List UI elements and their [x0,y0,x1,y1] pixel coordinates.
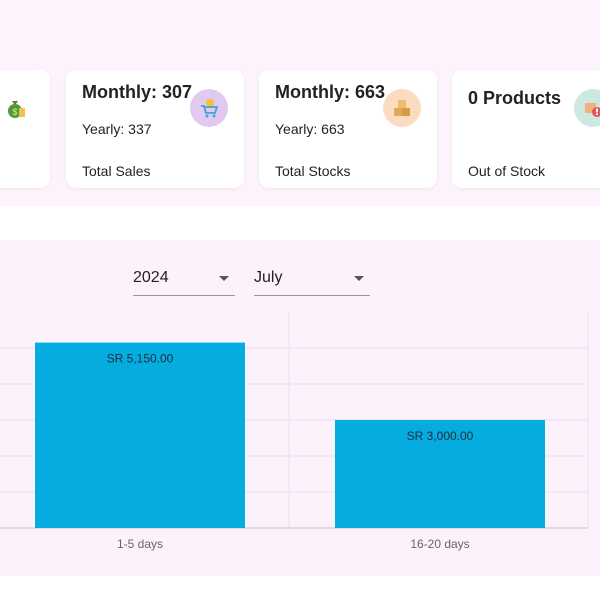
x-tick-label: 1-5 days [117,537,163,551]
total-sales-label: Total Sales [82,163,151,179]
out-of-stock-count: 0 Products [468,88,562,108]
bar-data-label: SR 5,150.00 [107,352,174,366]
section-divider [0,206,600,240]
chevron-down-icon [219,276,229,281]
shopping-cart-icon [190,89,228,127]
out-of-stock-label: Out of Stock [468,163,546,179]
year-select[interactable]: 2024 [133,262,235,296]
total-sales-card[interactable]: Monthly: 307 Yearly: 337 Total Sales [66,70,244,188]
total-stocks-card[interactable]: Monthly: 663 Yearly: 663 Total Stocks [259,70,437,188]
monthly-sales-value: Monthly: 307 [82,82,193,102]
bar[interactable] [335,420,545,528]
total-stocks-label: Total Stocks [275,163,351,179]
revenue-card[interactable]: $ [0,70,50,188]
yearly-sales-value: Yearly: 337 [82,121,152,137]
boxes-icon [383,89,421,127]
monthly-stocks-value: Monthly: 663 [275,82,386,102]
box-alert-icon [574,89,600,127]
bar-data-label: SR 3,000.00 [407,429,474,443]
svg-text:$: $ [12,107,17,117]
year-select-value: 2024 [133,269,169,286]
x-tick-label: 16-20 days [410,537,469,551]
yearly-stocks-value: Yearly: 663 [275,121,345,137]
month-select[interactable]: July [254,262,370,296]
out-of-stock-card[interactable]: 0 Products Out of Stock [452,70,600,188]
bar[interactable] [35,342,245,528]
month-select-value: July [254,269,283,286]
chevron-down-icon [354,276,364,281]
money-bag-icon: $ [0,89,34,127]
bottom-divider [0,576,600,589]
bar-chart: SR 5,150.00 1-5 days SR 3,000.00 16-20 days [0,312,589,551]
